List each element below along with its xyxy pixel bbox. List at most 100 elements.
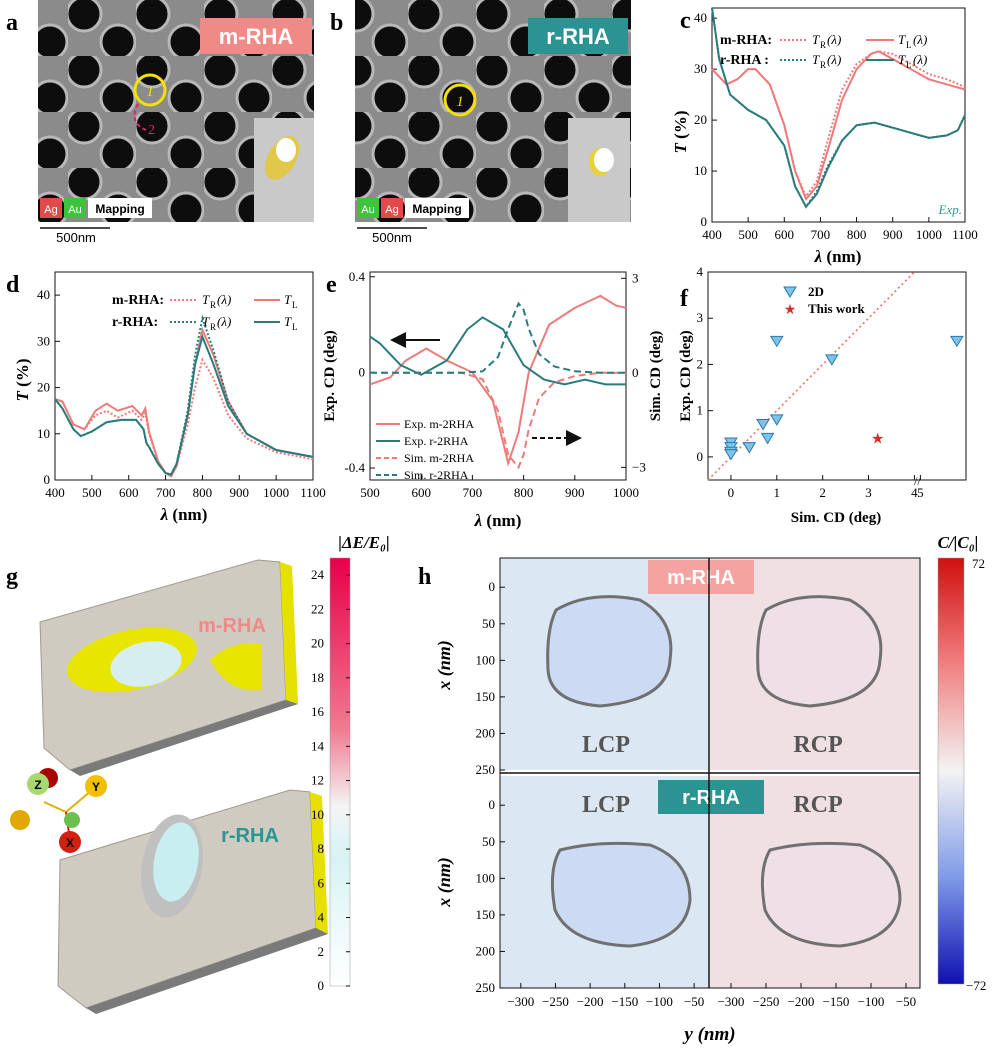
inset-hole-inner-a: [276, 138, 296, 162]
x-tick-label-e-2: 700: [463, 485, 483, 500]
legend-sub-L-c-4: L: [906, 60, 912, 70]
x-tick-label-d-4: 800: [193, 485, 213, 500]
slab-edge-m-rha: [280, 562, 298, 704]
point-f-0-3: [724, 449, 738, 461]
legend-TL-d-4: T: [284, 314, 292, 329]
x-tick-label-h-0-3: −150: [611, 994, 638, 1009]
x-tick-label-f-4: 4: [911, 485, 918, 500]
x-tick-label-c-2: 600: [775, 227, 795, 242]
x-tick-label-d-5: 900: [230, 485, 250, 500]
scale-bar-text-a: 500nm: [56, 230, 96, 245]
legend-ag-b: [381, 198, 403, 218]
legend-TR-d-3: T: [202, 314, 210, 329]
axes-indicator: Z Y X: [10, 768, 107, 853]
legend-r-prefix-c: r-RHA :: [720, 53, 769, 68]
axis-break-f: //: [914, 474, 921, 488]
axis-ticks-e: 500 600 700 800 900 1000 -0.4 0 0.4 −3 0 3: [344, 269, 645, 500]
y-tick-label-h-1-4: 200: [476, 943, 496, 958]
lcp-label-m: LCP: [582, 732, 630, 758]
slab-edge-r-rha: [310, 792, 328, 934]
legend-mapping-a: [88, 198, 152, 218]
panel-label-g: g: [6, 564, 18, 590]
y-tick-label-d-2: 20: [37, 380, 50, 395]
colorbar-tick-label-g-2: 4: [318, 910, 325, 925]
x-tick-label-e-4: 900: [565, 485, 585, 500]
hole-outline-r-rcp: [760, 841, 902, 948]
x-tick-label-h-0-1: −250: [542, 994, 569, 1009]
z-axis-icon: [27, 773, 49, 795]
legend-sub-R-c-1: R: [820, 40, 826, 50]
colorbar-tick-label-g-11: 22: [311, 601, 324, 616]
panel-c: c 400 500 600 700 800 900 1000 1100 0 10 20 30 40 m-…: [671, 7, 978, 266]
colorbar-tick-label-g-3: 6: [318, 875, 325, 890]
legend-m-prefix-c: m-RHA:: [720, 33, 772, 48]
series-c-3: [711, 7, 966, 209]
y-tick-label-c-1: 10: [694, 163, 707, 178]
y-tick-label-c-2: 20: [694, 112, 707, 127]
x-tick-label-d-6: 1000: [263, 485, 289, 500]
title-box-r-h: [658, 780, 764, 814]
y-tick-label-left-e-0: -0.4: [344, 460, 365, 475]
scale-bar-text-b: 500nm: [372, 230, 412, 245]
colorbar-tick-label-g-4: 8: [318, 841, 325, 856]
x-tick-label-c-1: 500: [738, 227, 758, 242]
x-tick-label-f-3: 3: [865, 485, 872, 500]
legend-au-a: [64, 198, 86, 218]
colorbar-title-g: |ΔE/E₀|: [338, 533, 389, 552]
y-tick-label-h-0-2: 100: [476, 652, 496, 667]
y-tick-label-h-1-3: 150: [476, 907, 496, 922]
x-axis-label: X: [66, 836, 74, 850]
series-e-1: [369, 316, 626, 386]
series-d-0: [54, 357, 314, 478]
colorbar-g: [329, 557, 351, 987]
legend-TR-c-3: T: [812, 52, 820, 67]
y-label-h-top: x (nm): [434, 640, 455, 691]
legend-ag-text-b: Ag: [385, 204, 398, 216]
legend-au-text-b: Au: [361, 204, 374, 216]
y-label-right-e: Sim. CD (deg): [648, 331, 664, 421]
point-f-0-6: [760, 432, 775, 445]
y-tick-label-left-e-1: 0: [359, 364, 366, 379]
legend-mapping-text-a: Mapping: [95, 202, 144, 216]
hole-edge-m-rha: [210, 643, 262, 691]
title-a: m-RHA: [219, 24, 294, 49]
title-box-b: [528, 18, 628, 54]
y-tick-label-h-1-2: 100: [476, 870, 496, 885]
y-tick-label-c-0: 0: [701, 214, 708, 229]
y-label-f: Exp. CD (deg): [678, 330, 694, 421]
reference-line-f: [707, 271, 916, 481]
legend-TL-d-2: T: [284, 292, 292, 307]
point-f-1-0: ★: [871, 431, 884, 447]
x-label-f: Sim. CD (deg): [791, 510, 881, 526]
hole-outline-m-lcp: [546, 595, 673, 708]
title-box-a: [200, 18, 312, 54]
x-tick-label-c-0: 400: [702, 227, 722, 242]
x-tick-label-f-2: 2: [819, 485, 826, 500]
panel-label-f: f: [680, 286, 689, 312]
y-tick-label-h-1-5: 250: [476, 980, 496, 995]
hole-field-r-rha: [153, 822, 199, 902]
legend-sub-L-d-4: L: [292, 322, 298, 332]
panel-label-c: c: [680, 8, 691, 34]
y-tick-label-f-2: 2: [697, 356, 704, 371]
x-tick-label-h-0-0: −300: [507, 994, 534, 1009]
colorbar-tick-label-g-10: 20: [311, 636, 324, 651]
colorbar-tick-label-g-12: 24: [311, 567, 325, 582]
x-tick-label-f-5: 5: [917, 485, 924, 500]
x-tick-label-h-1-0: −300: [718, 994, 745, 1009]
legend-arg-c-3: (λ): [827, 52, 841, 67]
series-c: [711, 7, 966, 209]
y-tick-label-d-0: 0: [44, 472, 51, 487]
legend-sub-R-d-3: R: [210, 322, 216, 332]
legend-arg-d-1: (λ): [217, 292, 231, 307]
y-axis-icon: [85, 775, 107, 797]
legend-au-b: [357, 198, 379, 218]
colorbar-tick-label-g-6: 12: [311, 773, 324, 788]
axis-ticks-d: 400 500 600 700 800 900 1000 1100 0 10 20 30 40: [37, 287, 326, 500]
legend-text-f-2d: 2D: [808, 284, 824, 299]
x-tick-label-h-1-4: −100: [858, 994, 885, 1009]
y-tick-label-f-0: 0: [697, 449, 704, 464]
legend-text-e-3: Sim. m-2RHA: [404, 451, 474, 465]
x-tick-label-c-6: 1000: [916, 227, 942, 242]
